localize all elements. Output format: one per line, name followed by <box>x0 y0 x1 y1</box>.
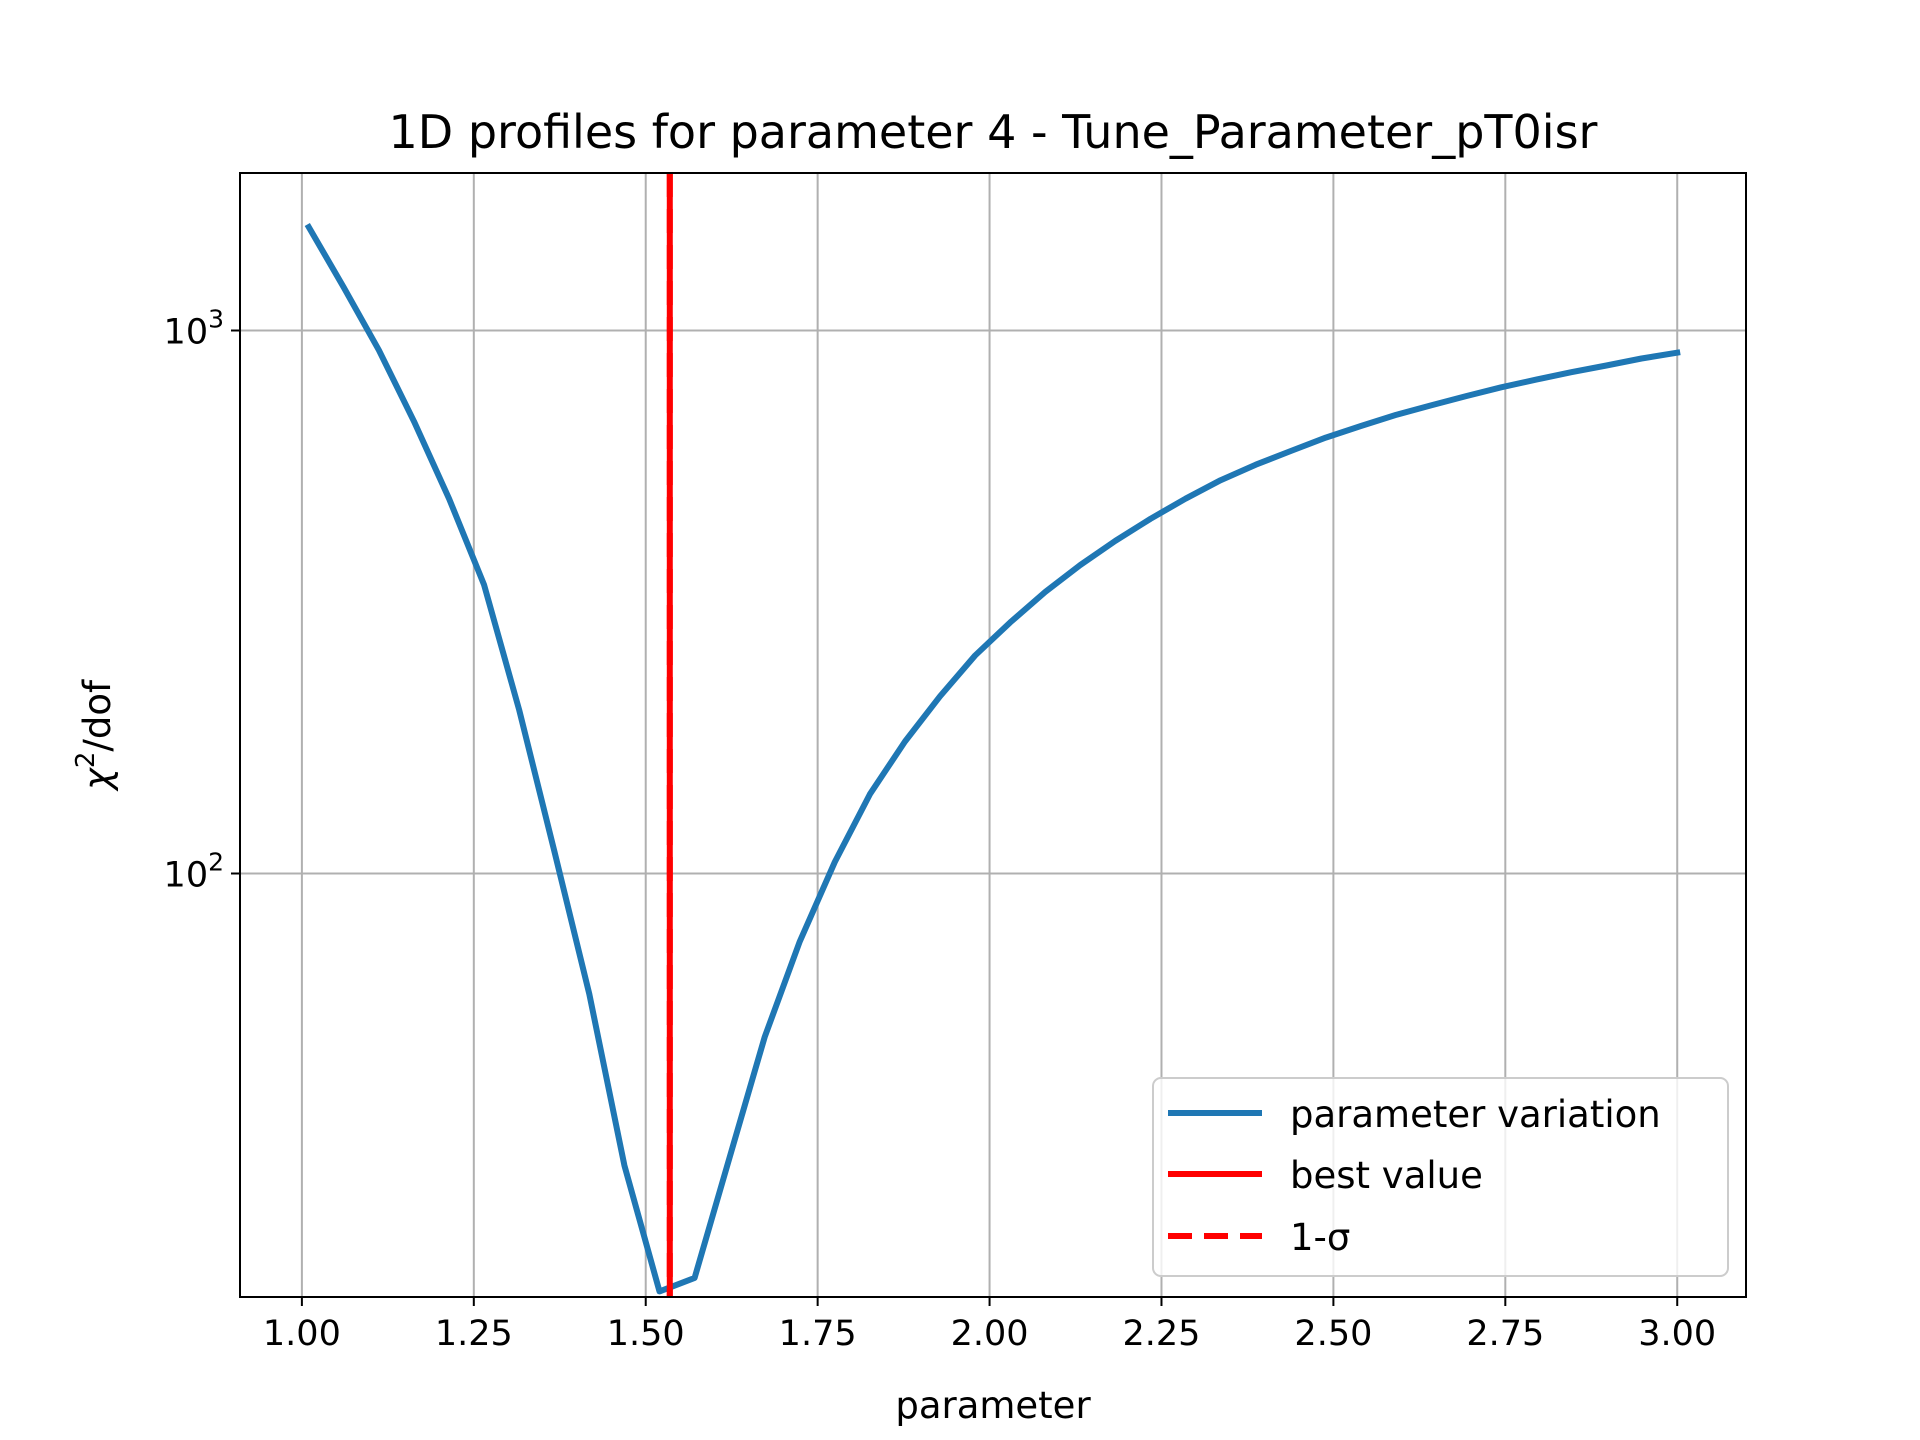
x-tick-label: 2.50 <box>1294 1314 1372 1354</box>
y-tick-label: 102 <box>164 848 224 896</box>
legend-box <box>1152 1077 1729 1277</box>
plot-marks <box>304 173 1681 1297</box>
y-axis-label: χ2/dof <box>71 679 119 792</box>
x-tick-label: 1.75 <box>779 1314 857 1354</box>
legend: parameter variation best value 1-σ <box>1152 1077 1729 1277</box>
x-tick-label: 2.75 <box>1466 1314 1544 1354</box>
y-tick-label-base: 10 <box>164 312 209 352</box>
series-line-parameter-variation <box>304 223 1681 1295</box>
x-axis: 1.00 1.25 1.50 1.75 2.00 2.25 2.50 2.75 3.00 <box>263 1297 1716 1354</box>
x-tick-label: 1.00 <box>263 1314 341 1354</box>
y-tick-label-base: 10 <box>164 856 209 896</box>
y-tick-label: 103 <box>164 304 224 352</box>
y-axis-label-superscript: 2 <box>71 752 101 769</box>
legend-label-parameter-variation: parameter variation <box>1290 1093 1661 1136</box>
x-tick-label: 1.25 <box>435 1314 513 1354</box>
y-axis-label-chi: χ <box>76 766 119 792</box>
plot-frame <box>239 172 1747 1298</box>
x-tick-label: 2.25 <box>1123 1314 1201 1354</box>
y-tick-label-exponent: 2 <box>208 848 224 877</box>
y-axis-label-unit: /dof <box>76 679 119 752</box>
y-tick-label-exponent: 3 <box>208 304 224 333</box>
chart-title: 1D profiles for parameter 4 - Tune_Param… <box>389 105 1598 159</box>
legend-label-1-sigma: 1-σ <box>1290 1216 1350 1259</box>
x-tick-label: 2.00 <box>951 1314 1029 1354</box>
grid <box>240 173 1746 1297</box>
x-tick-label: 3.00 <box>1638 1314 1716 1354</box>
x-axis-label: parameter <box>895 1384 1091 1427</box>
legend-label-best-value: best value <box>1290 1154 1483 1197</box>
x-tick-label: 1.50 <box>607 1314 685 1354</box>
